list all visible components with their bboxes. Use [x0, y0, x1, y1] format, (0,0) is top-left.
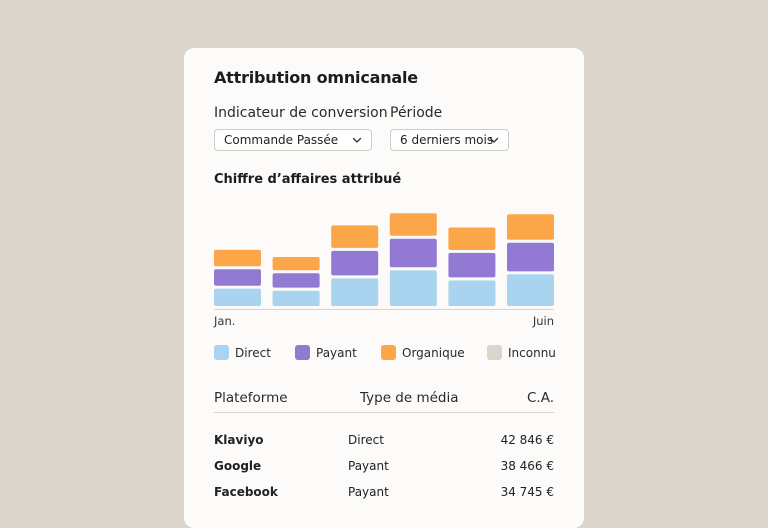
legend-swatch-direct [214, 345, 229, 360]
chart-title: Chiffre d’affaires attribué [214, 172, 402, 187]
revenue-cell: 42 846 € [500, 433, 554, 447]
legend-label: Organique [402, 345, 465, 360]
table-header-platform: Plateforme [214, 390, 288, 406]
table-row: Klaviyo Direct 42 846 € [184, 433, 584, 453]
table-row: Google Payant 38 466 € [184, 459, 584, 479]
bar-segment-organique [507, 214, 554, 240]
legend-item-organique: Organique [381, 345, 465, 360]
bar-segment-organique [331, 225, 379, 248]
media-type-cell: Payant [348, 485, 389, 499]
legend-swatch-organique [381, 345, 396, 360]
x-axis-start-label: Jan. [214, 314, 236, 328]
attribution-card: Attribution omnicanale Indicateur de con… [184, 48, 584, 528]
legend-item-direct: Direct [214, 345, 271, 360]
bar-segment-payant [272, 273, 320, 288]
table-row: Facebook Payant 34 745 € [184, 485, 584, 505]
legend-label: Direct [235, 345, 271, 360]
conversion-select[interactable]: Commande Passée [214, 129, 372, 151]
revenue-cell: 38 466 € [500, 459, 554, 473]
revenue-stacked-bar-chart [214, 213, 554, 310]
x-axis-end-label: Juin [532, 314, 554, 328]
bar-segment-direct [389, 270, 437, 306]
table-divider [214, 412, 554, 413]
chevron-down-icon [489, 137, 499, 143]
bar-segment-payant [214, 269, 261, 286]
bar-segment-direct [507, 274, 554, 306]
bar-segment-payant [448, 252, 496, 278]
media-type-cell: Direct [348, 433, 384, 447]
platform-cell: Facebook [214, 485, 278, 499]
card-title: Attribution omnicanale [214, 68, 418, 87]
bar-segment-direct [448, 280, 496, 306]
bar-segment-payant [507, 242, 554, 272]
period-select[interactable]: 6 derniers mois [390, 129, 509, 151]
bar-segment-organique [272, 257, 320, 271]
legend-swatch-payant [295, 345, 310, 360]
media-type-cell: Payant [348, 459, 389, 473]
bar-segment-direct [214, 288, 261, 306]
bar-segment-direct [331, 278, 379, 306]
bar-segment-payant [389, 238, 437, 268]
conversion-select-value: Commande Passée [224, 133, 339, 147]
bar-segment-direct [272, 290, 320, 306]
period-label: Période [390, 105, 443, 121]
legend-item-payant: Payant [295, 345, 357, 360]
table-header-revenue: C.A. [526, 390, 554, 406]
legend-label: Inconnu [508, 345, 556, 360]
legend-label: Payant [316, 345, 357, 360]
platform-cell: Google [214, 459, 262, 473]
bar-segment-organique [214, 249, 261, 267]
revenue-cell: 34 745 € [500, 485, 554, 499]
legend-item-inconnu: Inconnu [487, 345, 556, 360]
conversion-label: Indicateur de conversion [214, 105, 388, 121]
bar-segment-payant [331, 250, 379, 276]
bar-segment-organique [448, 227, 496, 250]
chevron-down-icon [352, 137, 362, 143]
period-select-value: 6 derniers mois [400, 133, 494, 147]
bar-segment-organique [389, 213, 437, 236]
platform-cell: Klaviyo [214, 433, 264, 447]
table-header-media-type: Type de média [360, 390, 459, 406]
legend-swatch-inconnu [487, 345, 502, 360]
